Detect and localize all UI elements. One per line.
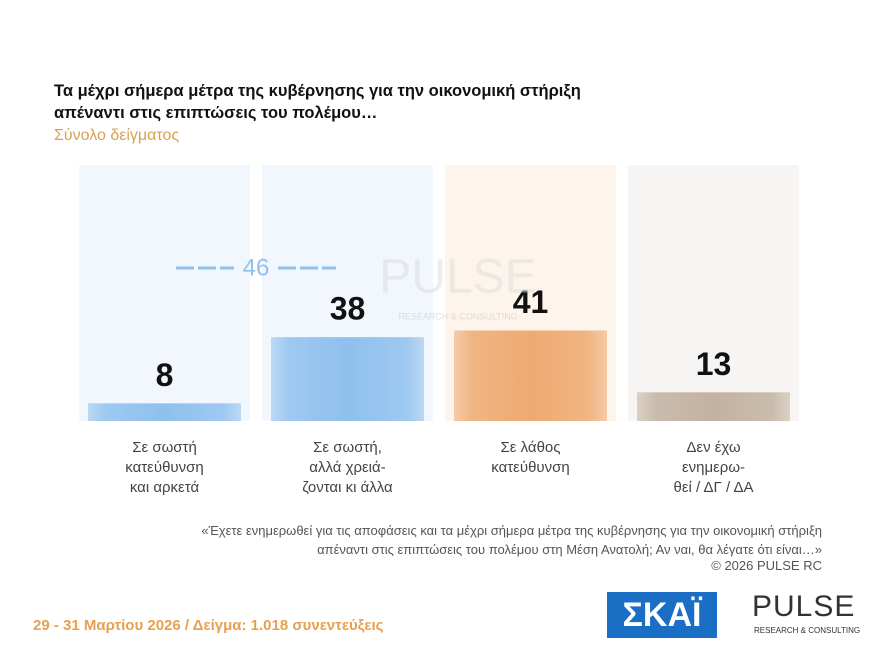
category-label: Σε σωστή, αλλά χρειά- ζονται κι άλλα	[302, 439, 393, 496]
chart-subtitle: Σύνολο δείγματος	[54, 127, 180, 144]
value-label: 13	[696, 346, 732, 382]
value-label: 38	[330, 291, 366, 327]
watermark: PULSE	[379, 251, 536, 304]
panel	[79, 165, 250, 421]
pulse-logo: PULSE	[752, 590, 856, 623]
watermark-sub: RESEARCH & CONSULTING	[398, 311, 517, 321]
channel-logo: ΣΚΑΪ	[607, 592, 717, 638]
copyright: © 2026 PULSE RC	[711, 558, 822, 573]
category-label: Σε σωστή κατεύθυνση και αρκετά	[125, 439, 204, 496]
bar	[271, 337, 424, 421]
value-label: 41	[513, 284, 549, 320]
annotation: 46	[243, 254, 270, 281]
chart-title: Τα μέχρι σήμερα μέτρα της κυβέρνησης για…	[54, 82, 581, 122]
footer: 29 - 31 Μαρτίου 2026 / Δείγμα: 1.018 συν…	[33, 617, 384, 634]
question: «Έχετε ενημερωθεί για τις αποφάσεις και …	[201, 523, 822, 557]
bar	[88, 403, 241, 421]
bar	[454, 330, 607, 421]
panel	[628, 165, 799, 421]
pulse-logo-sub: RESEARCH & CONSULTING	[754, 626, 861, 635]
category-label: Δεν έχω ενημερω- θεί / ΔΓ / ΔΑ	[673, 439, 754, 496]
value-label: 8	[156, 357, 174, 393]
bar	[637, 392, 790, 421]
category-label: Σε λάθος κατεύθυνση	[491, 439, 570, 476]
